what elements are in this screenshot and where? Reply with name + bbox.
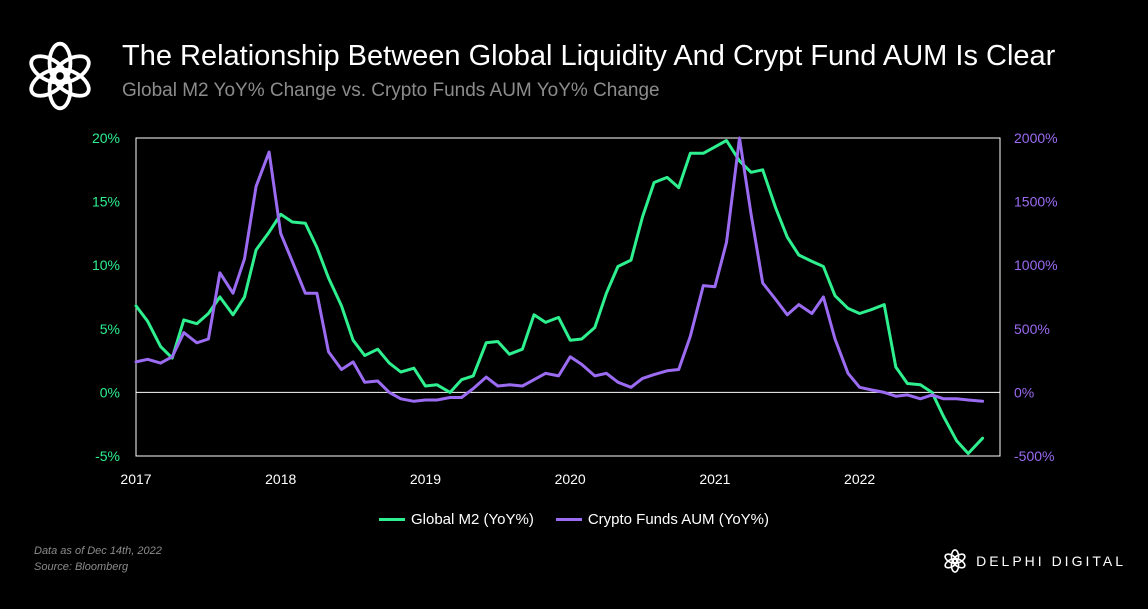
series-line-crypto-aum <box>134 136 985 403</box>
brand-mark: DELPHI DIGITAL <box>942 548 1126 574</box>
y-right-tick-label: 1000% <box>1014 257 1058 273</box>
y-right-tick-label: 2000% <box>1014 130 1058 146</box>
y-left-tick-label: 20% <box>92 130 120 146</box>
plot-area-border <box>135 137 1001 457</box>
delphi-logo-icon <box>29 41 91 111</box>
y-left-tick-label: 10% <box>92 257 120 273</box>
legend-label-aum: Crypto Funds AUM (YoY%) <box>587 511 770 528</box>
legend-swatch-aum <box>555 518 582 521</box>
y-right-tick-label: 1500% <box>1014 194 1058 210</box>
y-left-tick-label: 15% <box>92 194 120 210</box>
y-right-tick-label: 0% <box>1014 384 1034 400</box>
chart-legend: Global M2 (YoY%) Crypto Funds AUM (YoY%) <box>0 511 1148 528</box>
legend-swatch-m2 <box>378 518 405 521</box>
legend-item-m2[interactable]: Global M2 (YoY%) <box>378 511 534 528</box>
y-left-tick-label: 5% <box>100 321 120 337</box>
x-tick-label: 2019 <box>410 471 441 487</box>
x-tick-label: 2020 <box>555 471 586 487</box>
chart-subtitle: Global M2 YoY% Change vs. Crypto Funds A… <box>122 80 660 101</box>
x-tick-label: 2017 <box>120 471 151 487</box>
y-right-tick-label: 500% <box>1014 321 1050 337</box>
chart-title: The Relationship Between Global Liquidit… <box>122 40 1056 72</box>
y-left-tick-label: 0% <box>100 384 120 400</box>
legend-item-aum[interactable]: Crypto Funds AUM (YoY%) <box>555 511 770 528</box>
delphi-brand-logo-icon <box>944 549 966 573</box>
legend-label-m2: Global M2 (YoY%) <box>410 511 534 528</box>
x-tick-label: 2018 <box>265 471 296 487</box>
y-left-tick-label: -5% <box>95 448 120 464</box>
brand-name: DELPHI DIGITAL <box>976 553 1126 569</box>
x-tick-label: 2022 <box>844 471 875 487</box>
series-line-global-m2 <box>134 139 985 455</box>
data-date-note: Data as of Dec 14th, 2022 <box>34 545 162 557</box>
y-right-tick-label: -500% <box>1014 448 1054 464</box>
data-source-note: Source: Bloomberg <box>34 561 129 573</box>
x-tick-label: 2021 <box>699 471 730 487</box>
